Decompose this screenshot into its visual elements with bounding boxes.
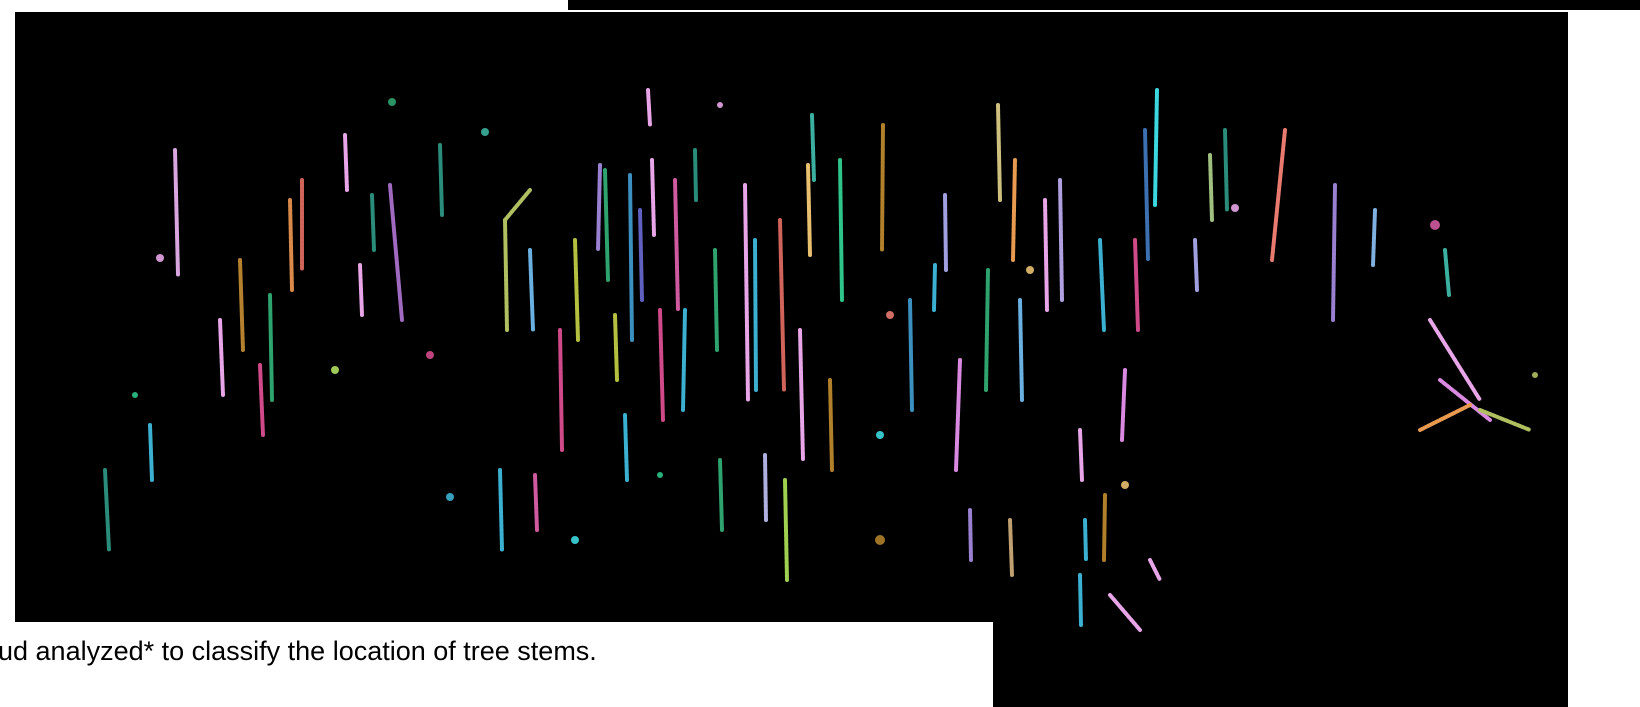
top-strip (568, 0, 1640, 10)
point-cloud-panel (15, 12, 1568, 622)
caption: ud analyzed* to classify the location of… (0, 636, 597, 667)
point-cloud-panel-lower (993, 620, 1568, 707)
point-cloud (0, 0, 1640, 707)
slide: ud analyzed* to classify the location of… (0, 0, 1640, 707)
